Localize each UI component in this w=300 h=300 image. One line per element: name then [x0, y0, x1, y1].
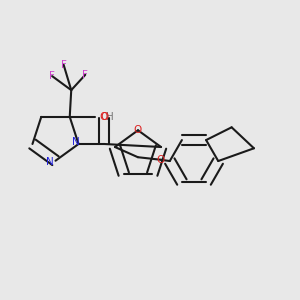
Text: N: N [46, 157, 54, 167]
Text: F: F [82, 70, 88, 80]
Text: F: F [49, 71, 55, 81]
Text: O: O [134, 125, 142, 135]
Text: O: O [100, 112, 108, 122]
Text: F: F [61, 60, 67, 70]
Text: H: H [106, 112, 114, 122]
Text: O: O [157, 155, 165, 165]
Text: N: N [72, 136, 80, 147]
Text: O: O [99, 112, 107, 122]
